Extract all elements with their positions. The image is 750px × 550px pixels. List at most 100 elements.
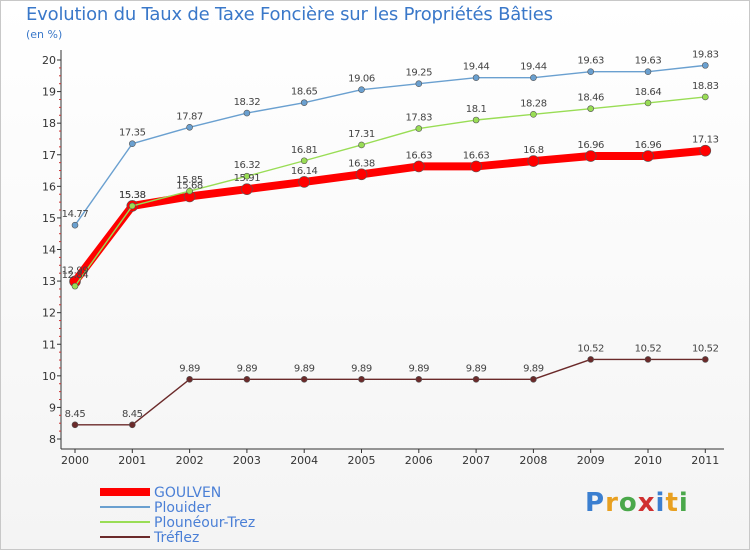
data-label: 12.84 [62,270,89,281]
series-line-tréflez [74,358,706,426]
x-tick-label: 2007 [462,454,490,467]
logo-letter: i [655,488,666,518]
data-label: 16.96 [577,140,604,151]
series-line-plounéour-trez [74,96,706,287]
x-tick-label: 2005 [348,454,376,467]
data-label: 17.83 [405,113,432,124]
data-label: 9.89 [179,363,200,374]
data-label: 10.52 [692,343,719,354]
data-label: 15.38 [119,190,146,201]
y-tick-label: 11 [42,338,56,351]
data-point [129,140,136,147]
series-line-plouider [74,64,706,226]
x-tick-label: 2011 [691,454,719,467]
data-point [243,172,251,180]
data-point [530,111,537,118]
data-point [355,168,368,181]
data-point [472,116,480,124]
data-label: 19.83 [692,49,719,60]
data-point [587,105,595,112]
data-label: 14.77 [62,209,89,220]
y-tick-label: 9 [49,401,56,414]
data-point [701,62,709,69]
data-point [243,376,251,383]
x-tick-label: 2006 [405,454,433,467]
data-label: 17.31 [348,129,375,140]
data-label: 15.38 [119,190,146,201]
x-tick-label: 2001 [118,454,146,467]
data-label: 18.64 [635,87,662,98]
data-point [701,93,709,101]
logo-letter: x [637,488,656,518]
y-tick-label: 19 [42,86,56,99]
data-label: 16.63 [463,150,490,161]
data-label: 16.14 [291,166,318,177]
y-tick-label: 17 [42,149,56,162]
legend-label: Plouider [154,500,211,516]
logo-letter: t [665,488,679,518]
data-point [530,376,537,383]
data-point [587,68,595,75]
y-tick-label: 10 [42,370,56,383]
data-label: 9.89 [351,363,372,374]
data-label: 17.13 [692,135,719,146]
legend-label: Plounéour-Trez [154,515,255,531]
logo-letter: o [618,488,638,518]
data-point [644,356,652,363]
y-tick-label: 13 [42,275,56,288]
data-label: 19.44 [463,62,490,73]
data-label: 8.45 [65,409,86,420]
data-label: 19.25 [405,68,432,79]
data-label: 10.52 [635,343,662,354]
data-label: 15.91 [234,173,261,184]
y-tick-label: 12 [42,307,56,320]
data-label: 8.45 [122,409,143,420]
data-point [584,150,597,162]
data-label: 9.89 [408,363,429,374]
data-label: 9.89 [523,363,544,374]
data-point [472,74,480,81]
data-point [241,183,253,195]
data-point [186,123,193,131]
data-point [701,356,709,363]
data-point [71,282,79,290]
data-label: 19.44 [520,62,547,73]
x-tick-label: 2000 [61,454,89,467]
y-tick-label: 8 [49,433,56,446]
data-point [300,376,308,383]
x-tick-label: 2002 [176,454,204,467]
x-tick-label: 2003 [233,454,261,467]
data-point [300,157,308,165]
data-label: 16.32 [234,160,261,171]
data-label: 15.68 [176,180,203,191]
x-tick-label: 2009 [577,454,605,467]
data-label: 9.89 [237,363,258,374]
data-point [186,376,193,383]
y-tick-label: 16 [42,180,56,193]
data-point [358,141,365,149]
series-line-goulven [71,146,710,286]
data-point [186,187,193,195]
x-tick-label: 2008 [519,454,547,467]
data-label: 9.89 [466,363,487,374]
data-label: 18.28 [520,98,547,109]
logo-letter: i [678,488,689,518]
series-lines [69,62,712,429]
data-label: 10.52 [577,343,604,354]
data-point [642,150,654,162]
data-label: 18.46 [577,93,604,104]
data-point [129,421,136,429]
y-tick-label: 14 [42,244,56,257]
data-point [415,80,423,87]
data-label: 9.89 [294,363,315,374]
data-point [644,68,652,75]
data-label: 16.96 [635,140,662,151]
unit-label: (en %) [26,28,63,41]
data-label: 17.35 [119,128,146,139]
axes: 8 9 10 11 12 13 14 15 16 17 18 19 20 2000 2001 2002 2003… [42,50,724,467]
data-point [415,376,423,383]
data-point [71,421,79,429]
data-point [530,74,537,81]
x-tick-label: 2010 [634,454,662,467]
